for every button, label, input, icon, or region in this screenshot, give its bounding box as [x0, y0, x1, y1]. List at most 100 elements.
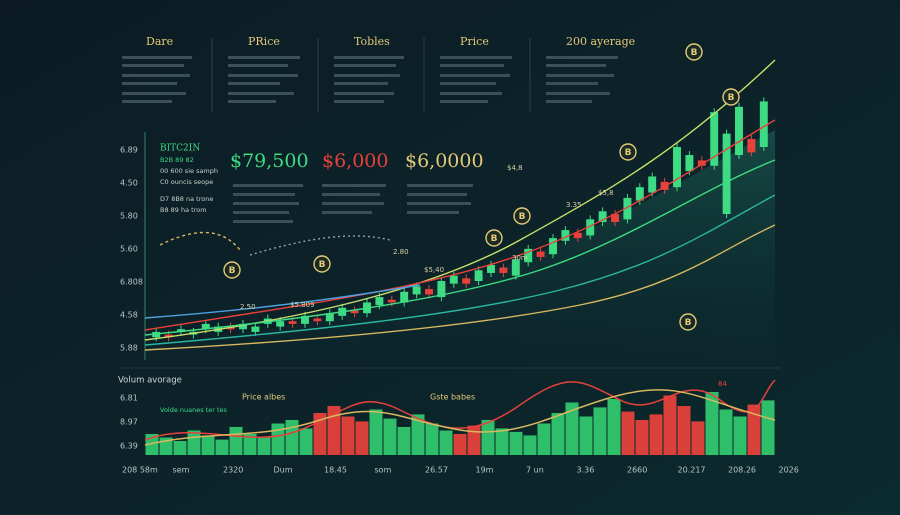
candle	[722, 133, 731, 214]
volume-bar	[551, 413, 565, 455]
volume-bar	[593, 407, 607, 455]
annotation: $5,8	[598, 189, 614, 197]
volume-bar	[467, 425, 481, 455]
candle	[623, 197, 632, 220]
x-label: 208 58m	[122, 466, 158, 475]
candle	[524, 248, 533, 263]
candle	[487, 264, 495, 273]
coin	[619, 143, 637, 161]
coin-symbol: B	[691, 48, 698, 58]
candle	[697, 160, 706, 166]
volume-bar	[215, 439, 229, 455]
y-label: 4.58	[120, 311, 138, 320]
volume-bar	[621, 411, 635, 455]
candle	[177, 329, 185, 332]
candle	[387, 299, 396, 303]
annotation: $5.809	[290, 301, 315, 309]
volume-bar	[271, 423, 285, 455]
header-title: PRice	[248, 35, 280, 48]
header-title: Price	[460, 35, 489, 48]
volume-bar	[285, 420, 299, 455]
header-title: Dare	[146, 35, 173, 48]
candle	[449, 275, 458, 284]
coin-symbol: B	[319, 260, 326, 270]
ticker-line: 00 600 sie samph	[160, 167, 218, 175]
volume-bar	[663, 395, 677, 455]
candle	[474, 270, 483, 281]
header-title: Tobles	[354, 35, 390, 48]
x-label: 3.36	[577, 466, 595, 475]
x-label: som	[375, 466, 392, 475]
ticker-name: BITC2IN	[160, 144, 200, 154]
volume-bar	[523, 435, 537, 455]
x-label: 2660	[627, 466, 647, 475]
volume-title: Volum avorage	[118, 376, 182, 386]
coin	[513, 207, 531, 225]
candle	[276, 321, 285, 327]
candle	[635, 187, 644, 201]
volume-bar	[187, 430, 201, 455]
candle	[437, 281, 446, 298]
y-label: 6.89	[120, 146, 138, 155]
candle	[400, 291, 409, 303]
volume-label: Price albes	[242, 393, 285, 402]
y-label: 4.50	[120, 179, 138, 188]
candle	[536, 251, 545, 257]
volume-bar	[691, 421, 705, 455]
volume-bar	[733, 416, 747, 455]
candle	[673, 147, 681, 188]
y-label: 5.80	[120, 212, 138, 221]
x-label: 19m	[476, 466, 494, 475]
annotation: 30m	[512, 254, 528, 262]
x-label: 2026	[779, 466, 799, 475]
volume-bar	[719, 409, 733, 455]
volume-bar	[635, 420, 649, 455]
header-dividers	[211, 38, 531, 112]
volume-bar	[299, 428, 313, 455]
volume-y-label: 8.97	[120, 418, 138, 427]
candle	[511, 259, 520, 276]
candle	[573, 232, 582, 239]
candle	[735, 106, 743, 156]
candle	[201, 323, 210, 330]
price-area	[145, 130, 775, 360]
candle	[648, 176, 657, 193]
candle	[561, 230, 570, 241]
y-label: 6.808	[120, 278, 143, 287]
info-filler	[233, 184, 473, 223]
volume-bar	[649, 414, 663, 455]
coin-symbol: B	[728, 93, 735, 103]
volume-y-label: 6.39	[120, 442, 138, 451]
candle	[425, 289, 433, 295]
coin	[685, 43, 703, 61]
candle	[598, 211, 607, 223]
candle	[462, 278, 471, 284]
x-label: 26.57	[425, 466, 448, 475]
annotation: $4,8	[507, 164, 523, 172]
candle	[239, 323, 247, 330]
candle	[301, 315, 309, 324]
volume-bar	[439, 430, 453, 455]
coin	[679, 313, 697, 331]
volume-bar	[243, 434, 257, 455]
coin	[313, 255, 331, 273]
volume-bar	[257, 437, 271, 455]
volume-bar	[565, 402, 579, 455]
volume-bar	[355, 421, 369, 455]
coin-symbol: B	[229, 266, 236, 276]
x-label: 18.45	[324, 466, 347, 475]
volume-y-label: 6.81	[120, 394, 138, 403]
moving-averages	[144, 59, 776, 351]
volume-bar	[747, 404, 761, 455]
volume-bar	[201, 435, 215, 455]
volume-bar	[327, 406, 341, 455]
candle	[375, 297, 384, 306]
volume-bar	[705, 392, 719, 455]
volume-bar	[173, 441, 187, 455]
volume-bar	[411, 414, 425, 455]
annotation: 84	[718, 380, 727, 388]
volume-bar	[607, 399, 621, 455]
volume-bar	[383, 418, 397, 455]
x-label: 7 un	[526, 466, 544, 475]
